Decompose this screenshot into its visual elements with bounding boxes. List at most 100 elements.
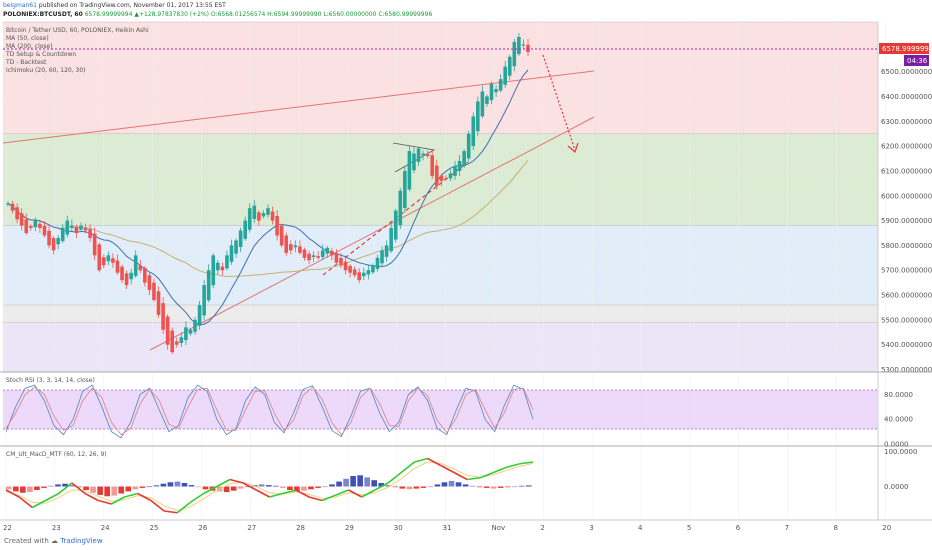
- macd-bar: [294, 486, 300, 492]
- macd-bar: [111, 486, 118, 496]
- time-tick: 23: [52, 524, 61, 532]
- macd-segment: [176, 501, 191, 514]
- macd-bar: [20, 486, 26, 493]
- candle-body: [229, 245, 234, 262]
- candle-body: [206, 270, 211, 301]
- macd-bar: [55, 484, 61, 487]
- rsi-tick: 80.0000: [884, 391, 913, 399]
- candle-body: [466, 133, 471, 159]
- time-axis[interactable]: 22 23 24 25 26 27 28 29 30 31 Nov 2 3 4 5 6 7 8 20: [3, 524, 891, 532]
- time-tick: 24: [101, 524, 110, 532]
- macd-segment: [255, 489, 270, 498]
- candle-body: [83, 227, 88, 231]
- macd-bar: [62, 483, 68, 487]
- price-tick: 6300.00000000: [881, 118, 932, 126]
- time-tick: 28: [296, 524, 305, 532]
- legend-td-setup: TD Setup & Countdown: [5, 51, 76, 58]
- candle-body: [316, 256, 320, 258]
- macd-bar: [139, 486, 146, 488]
- price-badge: 6578.99999994: [882, 45, 932, 53]
- macd-bar: [476, 486, 483, 488]
- macd-segment: [137, 492, 152, 502]
- candle-body: [462, 151, 466, 166]
- candle-body: [512, 41, 517, 67]
- macd-segment: [282, 489, 297, 495]
- macd-segment: [58, 482, 73, 495]
- candle-body: [403, 170, 407, 208]
- time-tick: 2: [540, 524, 544, 532]
- macd-segment: [348, 489, 363, 498]
- candle-body: [444, 178, 448, 180]
- macd-bar: [97, 486, 103, 495]
- macd-bar: [223, 486, 230, 493]
- candle-body: [489, 84, 494, 101]
- candle-body: [115, 260, 120, 273]
- macd-segment: [400, 461, 415, 474]
- candle-body: [293, 245, 298, 248]
- zone-gray: [3, 304, 878, 323]
- macd-segment: [45, 492, 60, 502]
- candle-body: [434, 165, 439, 186]
- legend-td-backtest: TD - Backtest: [5, 59, 47, 66]
- publish-line: beigman61 published on TradingView.com, …: [3, 1, 226, 10]
- macd-bar: [90, 486, 96, 493]
- candle-body: [133, 255, 138, 276]
- price-tick: 5300.00000000: [881, 366, 932, 374]
- candle-body: [439, 175, 444, 181]
- macd-bar: [174, 481, 181, 487]
- time-tick: 4: [638, 524, 643, 532]
- candle-body: [138, 265, 143, 271]
- candle-body: [211, 255, 216, 286]
- candle-body: [480, 91, 485, 117]
- rsi-d-line: [5, 386, 534, 436]
- candle-body: [225, 255, 229, 269]
- time-tick: 25: [150, 524, 159, 532]
- candle-body: [348, 265, 352, 273]
- macd-segment: [71, 482, 86, 495]
- created-with: Created with: [4, 537, 49, 545]
- time-tick: 30: [394, 524, 403, 532]
- macd-bar: [273, 485, 279, 487]
- candle-body: [120, 266, 124, 281]
- candle-body: [234, 240, 238, 254]
- macd-segment: [18, 496, 33, 509]
- macd-tick: 100.0000: [884, 448, 917, 456]
- price-axis[interactable]: 6500.00000000 6400.00000000 6300.00000000 6…: [881, 68, 932, 374]
- candle-body: [289, 244, 293, 251]
- candle-body: [179, 337, 184, 344]
- candle-body: [298, 246, 302, 253]
- candle-body: [498, 79, 503, 91]
- price-tick: 6200.00000000: [881, 143, 932, 151]
- candle-body: [343, 261, 348, 271]
- candle-body: [448, 173, 453, 179]
- macd-segment: [269, 492, 283, 498]
- candle-body: [147, 275, 152, 291]
- price-badge-bg: [879, 43, 929, 54]
- macd-bar: [76, 486, 82, 488]
- price-tick: 6100.00000000: [881, 167, 932, 175]
- macd-bar: [265, 485, 272, 487]
- tradingview-logo-icon: ☁: [51, 537, 59, 545]
- macd-bar: [343, 478, 349, 487]
- macd-segment: [440, 464, 455, 474]
- tradingview-link[interactable]: TradingView: [60, 537, 103, 545]
- macd-bar: [511, 486, 518, 488]
- author-link[interactable]: beigman61: [3, 2, 37, 9]
- candle-body: [111, 258, 115, 263]
- candle-body: [10, 203, 15, 211]
- time-tick: 29: [345, 524, 354, 532]
- macd-segment: [493, 466, 507, 474]
- candle-body: [197, 304, 202, 326]
- macd-bar: [322, 486, 328, 488]
- macd-segment: [98, 499, 112, 505]
- macd-tick: 0.0000: [884, 483, 909, 491]
- macd-bar: [132, 486, 139, 490]
- candle-body: [79, 225, 83, 230]
- candle-body: [33, 220, 38, 228]
- macd-segment: [111, 496, 125, 505]
- candle-body: [29, 226, 33, 229]
- candle-body: [193, 319, 197, 332]
- candle-body: [371, 265, 375, 273]
- candle-body: [97, 244, 102, 271]
- macd-bar: [6, 486, 12, 490]
